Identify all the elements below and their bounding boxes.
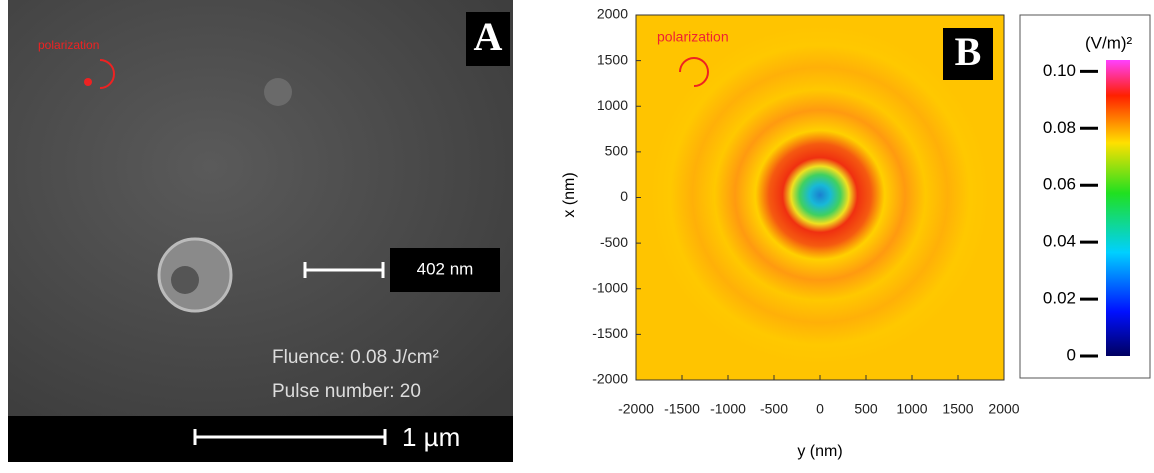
y-tick-label: -1000: [592, 279, 628, 295]
x-tick-label: 0: [816, 401, 824, 417]
polarization-label: polarization: [38, 38, 99, 52]
scale-label-box: [390, 248, 500, 292]
colorbar-box: [1019, 14, 1151, 379]
x-tick-label: -1500: [664, 401, 700, 417]
colorbar-tick-label: 0.08: [1043, 118, 1076, 137]
colorbar-tick-label: 0.10: [1043, 61, 1076, 80]
y-axis-label: x (nm): [561, 172, 578, 217]
x-tick-label: 1000: [896, 401, 927, 417]
y-tick-label: -500: [600, 234, 628, 250]
x-axis-label: y (nm): [797, 443, 842, 460]
y-tick-label: 2000: [597, 6, 628, 22]
y-tick-label: -2000: [592, 371, 628, 387]
colorbar-tick-label: 0: [1067, 345, 1076, 364]
panel-label: A: [474, 14, 503, 59]
colorbar-tick-label: 0.06: [1043, 175, 1076, 194]
colorbar-tick-label: 0.04: [1043, 232, 1076, 251]
y-tick-label: 1000: [597, 97, 628, 113]
scale-label-small: 402 nm: [417, 259, 474, 278]
annotation: polarization: [657, 29, 729, 45]
field-map: [635, 14, 1005, 381]
y-tick-label: 500: [605, 143, 629, 159]
colorbar: [1106, 60, 1130, 356]
panel-label: B: [955, 29, 982, 74]
crater-center: [171, 266, 199, 294]
fluence: Fluence: 0.08 J/cm²: [272, 347, 439, 368]
x-tick-label: -2000: [618, 401, 654, 417]
y-tick-label: 0: [620, 188, 628, 204]
x-tick-label: 1500: [942, 401, 973, 417]
panel-b: B polarization y (nm) x (nm) (V/m)² -200…: [561, 6, 1151, 460]
y-tick-label: -1500: [592, 325, 628, 341]
label-box: [943, 28, 993, 80]
pol-arrow: [99, 59, 115, 89]
panel-a: A polarization 402 nm Fluence: 0.08 J/cm…: [8, 0, 513, 462]
x-tick-label: -1000: [710, 401, 746, 417]
label-box: [466, 12, 510, 66]
x-tick-label: 500: [854, 401, 878, 417]
x-tick-label: 2000: [988, 401, 1019, 417]
pol-dot: [84, 78, 92, 86]
pol-arrow: [679, 57, 709, 87]
colorbar-tick-label: 0.02: [1043, 289, 1076, 308]
sem-image: [8, 0, 513, 416]
y-tick-label: 1500: [597, 51, 628, 67]
scale-strip: [8, 416, 513, 462]
colorbar-title: (V/m)²: [1085, 33, 1133, 52]
x-tick-label: -500: [760, 401, 788, 417]
particle: [264, 78, 292, 106]
pulses: Pulse number: 20: [272, 381, 421, 402]
scale-label: 1 µm: [402, 422, 460, 452]
